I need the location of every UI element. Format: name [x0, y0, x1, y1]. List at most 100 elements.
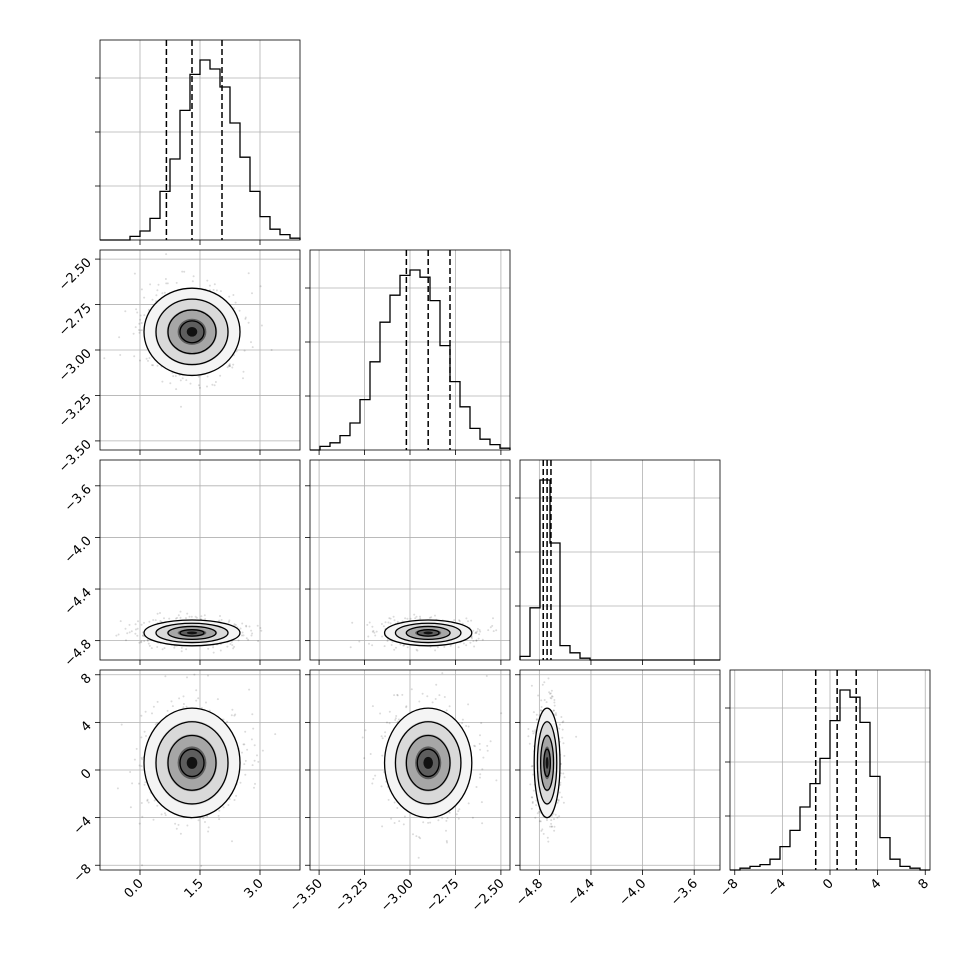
sample-point [552, 812, 555, 815]
histogram-step [519, 479, 720, 661]
sample-point [486, 749, 489, 752]
y-tick-label: −4.8 [62, 637, 95, 670]
sample-point [117, 633, 120, 636]
x-tick-label: −4.0 [616, 876, 649, 909]
sample-point [480, 801, 483, 804]
contour-line [543, 748, 551, 778]
sample-point [177, 823, 180, 826]
sample-point [138, 322, 141, 325]
sample-point [389, 622, 392, 625]
sample-point [156, 804, 159, 807]
sample-point [404, 617, 407, 620]
sample-point [553, 704, 556, 707]
sample-point [144, 710, 147, 713]
sample-point [372, 629, 375, 632]
sample-point [181, 270, 184, 273]
sample-point [143, 730, 146, 733]
x-tick-label: −3.25 [333, 876, 372, 915]
contour-line [416, 748, 440, 778]
x-tick-label: −2.75 [424, 876, 463, 915]
sample-point [128, 623, 131, 626]
sample-point [251, 764, 254, 767]
sample-point [229, 364, 231, 367]
sample-point [180, 650, 183, 653]
sample-point [147, 801, 150, 804]
y-tick-label: −3.50 [56, 437, 95, 476]
sample-point [542, 832, 545, 835]
sample-point [476, 627, 479, 630]
sample-point [251, 632, 254, 635]
sample-point [256, 754, 258, 757]
sample-point [180, 405, 182, 408]
sample-point [214, 381, 217, 383]
sample-point [189, 382, 192, 385]
sample-point [170, 700, 173, 703]
sample-point [551, 695, 554, 698]
sample-point [227, 804, 230, 806]
sample-point [134, 632, 137, 635]
sample-point [387, 798, 390, 801]
sample-point [401, 693, 404, 696]
sample-point [395, 646, 397, 649]
sample-point [144, 781, 147, 784]
sample-point [492, 617, 494, 620]
sample-point [165, 282, 168, 285]
sample-point [125, 639, 127, 642]
sample-point [156, 646, 159, 648]
sample-point [418, 700, 421, 703]
sample-point [469, 641, 472, 644]
sample-point [207, 647, 210, 650]
sample-point [138, 331, 141, 334]
sample-point [142, 634, 144, 637]
sample-point [406, 646, 409, 649]
y-tick-label: −4.0 [62, 534, 95, 567]
sample-point [179, 616, 182, 619]
sample-point [550, 825, 553, 828]
sample-point [141, 815, 144, 818]
x-tick-label: −2.50 [469, 876, 508, 915]
sample-point [543, 681, 546, 684]
sample-point [363, 757, 366, 760]
sample-point [150, 647, 153, 650]
sample-point [140, 288, 143, 291]
sample-point [139, 329, 142, 332]
sample-point [371, 625, 374, 628]
sample-point [182, 706, 185, 709]
sample-point [361, 736, 364, 739]
sample-point [557, 798, 560, 801]
sample-point [541, 828, 544, 831]
sample-point [166, 709, 169, 712]
sample-point [550, 697, 553, 700]
sample-point [375, 630, 378, 633]
sample-point [461, 722, 464, 725]
sample-point [406, 617, 409, 620]
sample-point [495, 629, 498, 632]
sample-point [399, 643, 402, 646]
sample-point [154, 723, 157, 726]
sample-point [181, 377, 184, 380]
sample-point [445, 709, 448, 712]
sample-point [381, 825, 384, 828]
sample-point [527, 728, 530, 730]
sample-point [531, 765, 534, 767]
sample-point [146, 639, 149, 642]
sample-point [455, 813, 458, 816]
contour-line [155, 721, 229, 805]
sample-point [178, 697, 181, 700]
panel-content [527, 677, 578, 843]
sample-point [180, 646, 183, 649]
sample-point [426, 695, 429, 698]
sample-point [146, 798, 149, 801]
contour-line [179, 629, 205, 637]
sample-point [536, 812, 539, 815]
sample-point [228, 364, 231, 367]
sample-point [419, 617, 422, 620]
sample-point [169, 382, 172, 385]
sample-point [257, 640, 260, 643]
sample-point [172, 375, 175, 378]
sample-point [164, 814, 167, 817]
sample-point [560, 716, 563, 718]
sample-point [136, 634, 139, 637]
sample-point [152, 619, 155, 621]
sample-point [242, 370, 245, 373]
